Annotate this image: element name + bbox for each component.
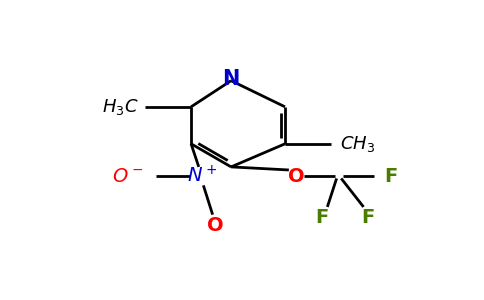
Text: O: O (288, 167, 305, 186)
Text: $N^+$: $N^+$ (186, 166, 217, 187)
Text: $CH_3$: $CH_3$ (340, 134, 376, 154)
Text: O: O (207, 216, 223, 235)
Text: $O^-$: $O^-$ (112, 167, 143, 186)
Text: F: F (384, 167, 397, 186)
Text: N: N (223, 69, 240, 89)
Text: F: F (361, 208, 374, 227)
Text: F: F (316, 208, 329, 227)
Text: $H_3C$: $H_3C$ (102, 97, 139, 117)
